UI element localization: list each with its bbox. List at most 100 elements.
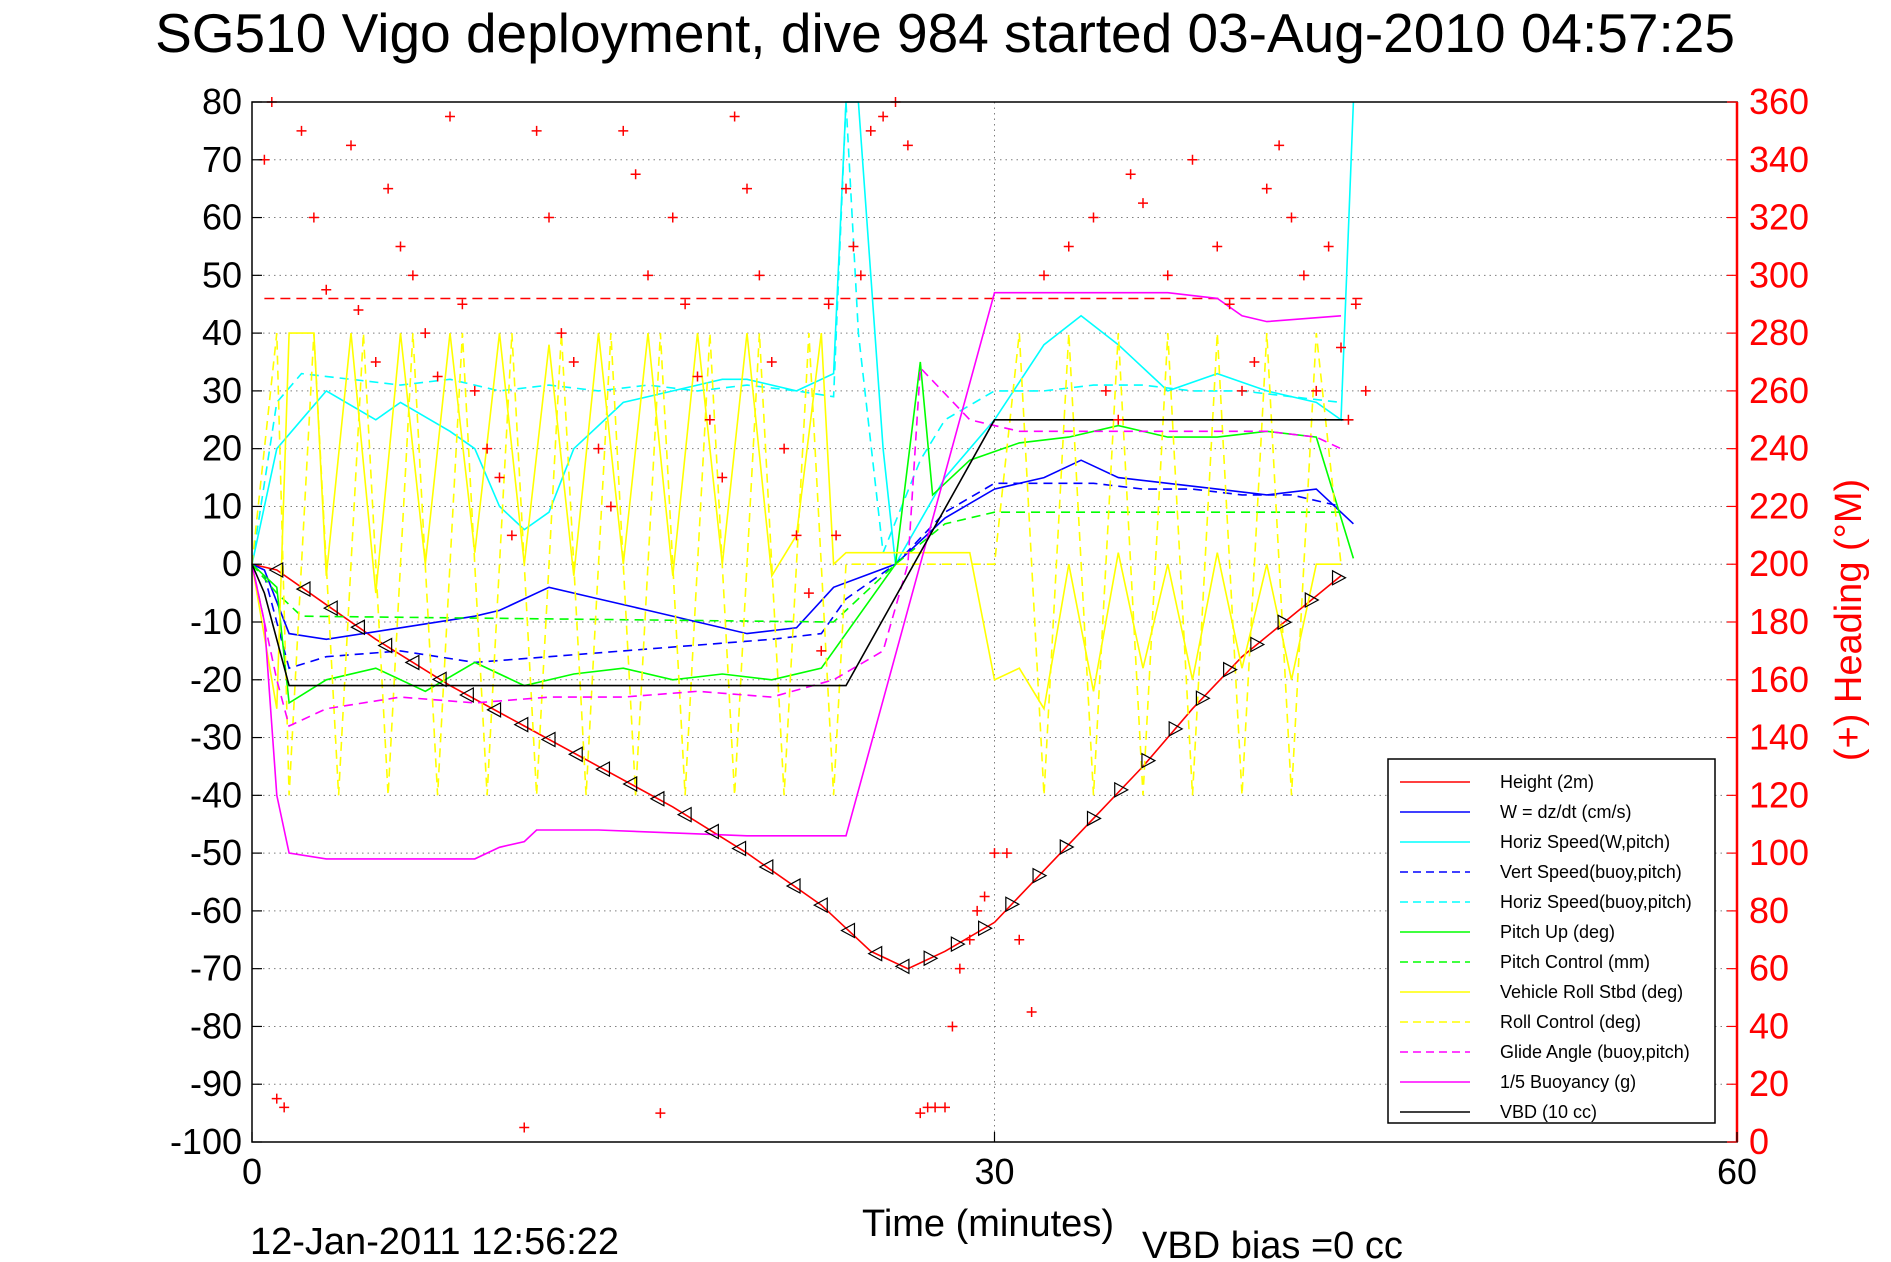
height-marker	[704, 823, 719, 840]
heading-point	[605, 501, 616, 512]
heading-point	[353, 305, 364, 315]
y-right-tick-label: 360	[1749, 81, 1809, 122]
series-line-0	[251, 563, 1342, 970]
heading-point	[816, 645, 827, 656]
height-marker	[567, 746, 583, 763]
height-marker	[1250, 636, 1266, 653]
heading-point	[321, 284, 332, 295]
heading-point	[420, 328, 431, 339]
y-tick-label: 10	[202, 485, 242, 526]
heading-point	[878, 111, 889, 122]
heading-point	[742, 183, 752, 194]
heading-point	[865, 125, 876, 136]
heading-point	[979, 891, 990, 902]
y-right-tick-label: 320	[1749, 197, 1809, 238]
y-right-tick-label: 280	[1749, 312, 1809, 353]
series-line-5	[251, 361, 1355, 705]
y-right-tick-label: 140	[1749, 717, 1809, 758]
x-tick-label: 30	[974, 1151, 1014, 1192]
series-layer	[251, 101, 1366, 970]
heading-point	[667, 212, 678, 223]
heading-point	[568, 357, 579, 367]
heading-point	[692, 371, 703, 382]
y-tick-label: -70	[190, 948, 242, 989]
height-marker	[404, 654, 420, 671]
y-right-tick-label: 340	[1749, 139, 1809, 180]
y-tick-label: -10	[190, 601, 242, 642]
heading-point	[346, 140, 356, 151]
y-right-tick-label: 300	[1749, 254, 1809, 295]
heading-point	[1224, 299, 1235, 310]
height-marker	[1195, 690, 1211, 707]
heading-point	[279, 1102, 290, 1113]
legend-label: Horiz Speed(buoy,pitch)	[1500, 892, 1692, 912]
y-tick-label: 50	[202, 254, 242, 295]
y-tick-label: 40	[202, 312, 242, 353]
heading-point	[831, 530, 842, 541]
heading-point	[729, 111, 740, 122]
legend-label: Horiz Speed(W,pitch)	[1500, 832, 1670, 852]
heading-point	[930, 1102, 941, 1113]
height-marker	[459, 686, 474, 703]
height-marker	[758, 858, 774, 875]
legend-label: Vert Speed(buoy,pitch)	[1500, 862, 1682, 882]
height-marker	[1168, 720, 1184, 737]
height-marker	[1086, 810, 1102, 827]
legend-label: Glide Angle (buoy,pitch)	[1500, 1042, 1690, 1062]
x-tick-label: 60	[1717, 1151, 1757, 1192]
heading-point	[823, 299, 834, 310]
height-marker	[812, 897, 828, 914]
height-marker	[377, 637, 393, 654]
legend-box	[1387, 758, 1716, 1124]
heading-point	[1298, 270, 1309, 281]
heading-point	[494, 472, 505, 483]
heading-point	[519, 1122, 530, 1133]
y-right-tick-label: 20	[1749, 1063, 1789, 1104]
heading-point	[482, 443, 493, 454]
heading-point	[779, 443, 790, 454]
height-marker	[1223, 661, 1238, 678]
heading-point	[593, 443, 604, 454]
heading-point	[383, 183, 394, 194]
heading-point	[964, 934, 975, 945]
series-line-10	[251, 291, 1342, 860]
heading-point	[902, 140, 913, 151]
heading-point	[544, 212, 554, 223]
height-marker	[268, 561, 284, 579]
height-marker	[1304, 592, 1320, 609]
series-line-1	[251, 459, 1354, 641]
heading-point	[1113, 414, 1124, 425]
series-line-4	[251, 101, 1342, 565]
y-right-tick-label: 160	[1749, 659, 1809, 700]
height-marker	[1277, 614, 1293, 631]
legend: Height (2m) W = dz/dt (cm/s) Horiz Speed(W…	[1387, 758, 1716, 1124]
heading-point	[445, 111, 455, 122]
height-marker	[840, 922, 856, 939]
heading-point	[1138, 198, 1148, 209]
y-right-tick-label: 120	[1749, 774, 1809, 815]
heading-point	[947, 1021, 958, 1032]
height-marker	[1141, 752, 1157, 769]
series-line-8	[251, 333, 1342, 796]
heading-point	[271, 1093, 282, 1104]
legend-label: Roll Control (deg)	[1500, 1012, 1641, 1032]
heading-point	[618, 125, 629, 136]
x-tick-label: 0	[242, 1151, 262, 1192]
heading-point	[556, 328, 567, 339]
height-marker	[978, 920, 993, 937]
height-marker	[950, 936, 966, 953]
y-tick-label: -80	[190, 1005, 242, 1046]
height-marker	[649, 790, 665, 807]
heading-point	[754, 270, 765, 281]
y-tick-label: -100	[170, 1121, 242, 1162]
heading-point	[1063, 241, 1074, 252]
height-marker	[676, 806, 692, 823]
tick-labels: 80706050403020100-10-20-30-40-50-60-70-8…	[170, 81, 1809, 1192]
height-marker	[622, 775, 638, 792]
heading-point	[432, 371, 443, 382]
heading-point	[680, 299, 691, 310]
legend-label: Height (2m)	[1500, 772, 1594, 792]
legend-label: Vehicle Roll Stbd (deg)	[1500, 982, 1683, 1002]
y-tick-label: -50	[190, 832, 242, 873]
